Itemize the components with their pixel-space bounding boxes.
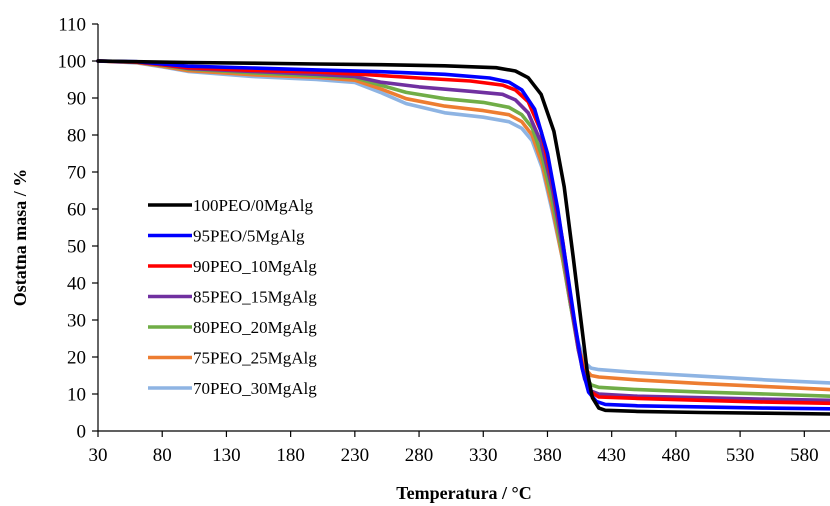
- x-tick-label: 480: [662, 445, 691, 466]
- y-tick-label: 60: [67, 200, 86, 221]
- legend-label: 80PEO_20MgAlg: [193, 318, 317, 337]
- y-tick-label: 20: [67, 348, 86, 369]
- x-axis-ticks: 30 80 130 180 230 280 330 380 430 480 530 580: [89, 431, 819, 466]
- legend-label: 100PEO/0MgAlg: [193, 196, 313, 215]
- x-tick-label: 530: [726, 445, 755, 466]
- x-tick-label: 230: [341, 445, 370, 466]
- legend-label: 90PEO_10MgAlg: [193, 257, 317, 276]
- y-tick-label: 100: [58, 52, 87, 73]
- x-tick-label: 180: [276, 445, 305, 466]
- y-tick-label: 50: [67, 237, 86, 258]
- legend-label: 75PEO_25MgAlg: [193, 349, 317, 368]
- legend: 100PEO/0MgAlg 95PEO/5MgAlg 90PEO_10MgAlg 85…: [148, 196, 317, 398]
- series-line: [96, 59, 830, 416]
- x-tick-label: 130: [212, 445, 241, 466]
- y-tick-label: 40: [67, 274, 86, 295]
- y-axis-ticks: 0 10 20 30 40 50 60 70 80 90 100 110: [58, 15, 98, 443]
- series-line: [96, 59, 830, 392]
- y-tick-label: 10: [67, 385, 86, 406]
- x-tick-label: 380: [533, 445, 562, 466]
- series-line: [96, 59, 830, 411]
- series-line: [96, 59, 830, 406]
- y-tick-label: 90: [67, 89, 86, 110]
- series-line: [96, 59, 830, 385]
- x-axis-title: Temperatura / °C: [396, 483, 532, 503]
- series-lines: [96, 59, 830, 416]
- y-tick-label: 80: [67, 126, 86, 147]
- y-axis-title: Ostatna masa / %: [10, 169, 30, 307]
- x-tick-label: 430: [597, 445, 626, 466]
- legend-label: 95PEO/5MgAlg: [193, 227, 305, 246]
- y-tick-label: 0: [77, 422, 87, 443]
- y-tick-label: 110: [58, 15, 86, 36]
- legend-label: 70PEO_30MgAlg: [193, 379, 317, 398]
- legend-label: 85PEO_15MgAlg: [193, 288, 317, 307]
- x-tick-label: 330: [469, 445, 498, 466]
- x-tick-label: 80: [153, 445, 172, 466]
- x-tick-label: 30: [89, 445, 108, 466]
- y-tick-label: 70: [67, 163, 86, 184]
- x-tick-label: 280: [405, 445, 434, 466]
- x-tick-label: 580: [790, 445, 819, 466]
- y-tick-label: 30: [67, 311, 86, 332]
